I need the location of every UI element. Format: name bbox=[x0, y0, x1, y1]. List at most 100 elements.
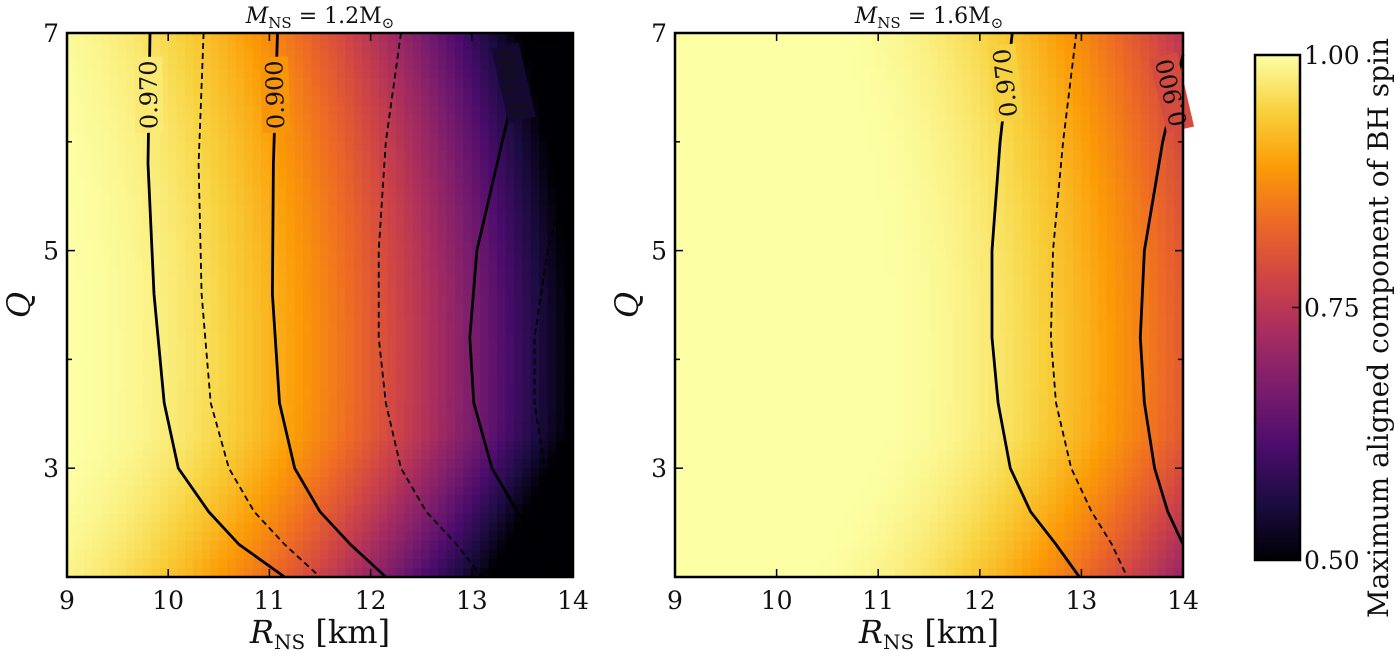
heatmap-cell bbox=[109, 214, 119, 224]
heatmap-cell bbox=[303, 495, 313, 506]
heatmap-cell bbox=[235, 295, 245, 306]
heatmap-cell bbox=[193, 332, 203, 342]
heatmap-cell bbox=[844, 495, 854, 506]
heatmap-cell bbox=[210, 332, 220, 342]
heatmap-cell bbox=[844, 178, 854, 188]
heatmap-cell bbox=[463, 323, 473, 333]
heatmap-cell bbox=[218, 549, 228, 560]
heatmap-cell bbox=[395, 259, 405, 270]
heatmap-cell bbox=[294, 141, 304, 152]
heatmap-cell bbox=[810, 332, 820, 342]
heatmap-cell bbox=[370, 549, 380, 560]
heatmap-cell bbox=[429, 178, 439, 188]
heatmap-cell bbox=[311, 214, 321, 224]
heatmap-cell bbox=[126, 441, 136, 451]
heatmap-cell bbox=[802, 531, 812, 542]
heatmap-cell bbox=[210, 450, 220, 460]
heatmap-cell bbox=[768, 223, 778, 234]
heatmap-cell bbox=[438, 495, 448, 506]
heatmap-cell bbox=[564, 404, 574, 415]
x-tick-label: 13 bbox=[456, 586, 488, 615]
heatmap-cell bbox=[827, 241, 837, 252]
heatmap-cell bbox=[522, 305, 532, 315]
heatmap-cell bbox=[159, 314, 169, 324]
heatmap-cell bbox=[768, 250, 778, 261]
heatmap-cell bbox=[235, 169, 245, 179]
heatmap-cell bbox=[328, 132, 338, 143]
heatmap-cell bbox=[387, 323, 397, 333]
heatmap-cell bbox=[835, 359, 845, 370]
heatmap-cell bbox=[835, 150, 845, 161]
heatmap-cell bbox=[852, 42, 862, 52]
heatmap-cell bbox=[277, 531, 287, 542]
heatmap-cell bbox=[379, 87, 389, 98]
heatmap-cell bbox=[193, 468, 203, 478]
heatmap-cell bbox=[252, 459, 262, 469]
heatmap-cell bbox=[303, 114, 313, 125]
heatmap-cell bbox=[522, 422, 532, 433]
heatmap-cell bbox=[218, 196, 228, 206]
heatmap-cell bbox=[83, 495, 93, 506]
heatmap-cell bbox=[260, 422, 270, 433]
heatmap-cell bbox=[185, 359, 195, 370]
heatmap-cell bbox=[277, 286, 287, 297]
heatmap-cell bbox=[201, 105, 211, 116]
heatmap-cell bbox=[336, 33, 346, 43]
heatmap-cell bbox=[463, 522, 473, 533]
heatmap-cell bbox=[311, 431, 321, 442]
heatmap-cell bbox=[810, 567, 820, 578]
heatmap-cell bbox=[277, 323, 287, 333]
heatmap-cell bbox=[252, 169, 262, 179]
heatmap-cell bbox=[480, 33, 490, 43]
heatmap-cell bbox=[311, 422, 321, 433]
heatmap-cell bbox=[277, 150, 287, 161]
heatmap-cell bbox=[700, 522, 710, 533]
heatmap-cell bbox=[454, 60, 464, 70]
heatmap-cell bbox=[311, 332, 321, 342]
heatmap-cell bbox=[345, 78, 355, 88]
heatmap-cell bbox=[67, 196, 77, 206]
heatmap-cell bbox=[818, 341, 828, 351]
heatmap-cell bbox=[395, 359, 405, 370]
heatmap-cell bbox=[513, 305, 523, 315]
heatmap-cell bbox=[556, 486, 566, 496]
heatmap-cell bbox=[244, 558, 254, 569]
heatmap-cell bbox=[429, 250, 439, 261]
heatmap-cell bbox=[675, 549, 685, 560]
heatmap-cell bbox=[277, 332, 287, 342]
heatmap-cell bbox=[683, 69, 693, 79]
heatmap-cell bbox=[454, 567, 464, 578]
heatmap-cell bbox=[320, 277, 330, 288]
heatmap-cell bbox=[252, 214, 262, 224]
heatmap-cell bbox=[438, 422, 448, 433]
heatmap-cell bbox=[759, 486, 769, 496]
heatmap-cell bbox=[379, 223, 389, 234]
heatmap-cell bbox=[370, 368, 380, 379]
heatmap-cell bbox=[683, 359, 693, 370]
heatmap-cell bbox=[210, 540, 220, 551]
heatmap-cell bbox=[513, 259, 523, 270]
heatmap-cell bbox=[480, 232, 490, 243]
heatmap-cell bbox=[294, 332, 304, 342]
heatmap-cell bbox=[244, 250, 254, 261]
heatmap-cell bbox=[556, 33, 566, 43]
heatmap-cell bbox=[759, 422, 769, 433]
heatmap-cell bbox=[126, 495, 136, 506]
heatmap-cell bbox=[513, 404, 523, 415]
heatmap-cell bbox=[109, 205, 119, 215]
heatmap-cell bbox=[454, 268, 464, 279]
heatmap-cell bbox=[691, 159, 701, 170]
heatmap-cell bbox=[235, 42, 245, 52]
heatmap-cell bbox=[446, 459, 456, 469]
heatmap-cell bbox=[235, 196, 245, 206]
heatmap-cell bbox=[835, 96, 845, 107]
heatmap-cell bbox=[286, 33, 296, 43]
heatmap-cell bbox=[336, 549, 346, 560]
heatmap-cell bbox=[675, 268, 685, 279]
heatmap-cell bbox=[336, 359, 346, 370]
heatmap-cell bbox=[235, 486, 245, 496]
heatmap-cell bbox=[717, 377, 727, 388]
heatmap-cell bbox=[810, 422, 820, 433]
heatmap-cell bbox=[497, 277, 507, 288]
heatmap-cell bbox=[218, 567, 228, 578]
